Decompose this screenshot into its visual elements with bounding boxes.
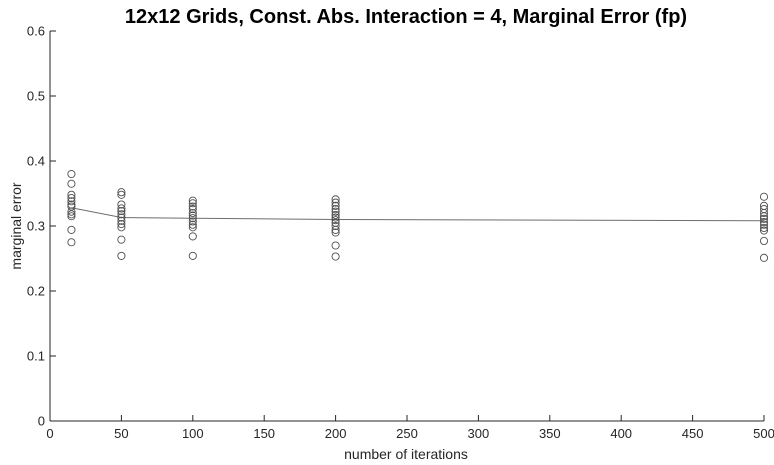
plot-area (67, 169, 769, 262)
data-point (188, 211, 197, 220)
x-tick-label: 250 (396, 426, 418, 441)
data-point (117, 206, 126, 216)
data-point (759, 192, 769, 201)
x-axis-label: number of iterations (344, 446, 468, 462)
y-tick-label: 0 (38, 414, 45, 429)
data-point (188, 208, 197, 218)
data-point (117, 210, 126, 219)
y-axis-label: marginal error (8, 182, 24, 269)
y-tick-label: 0.4 (27, 154, 45, 169)
data-point (67, 212, 76, 221)
y-axis-ticks: 0 0.1 0.2 0.3 0.4 0.5 0.6 (27, 24, 56, 429)
data-point (331, 213, 340, 222)
data-point (67, 207, 76, 216)
data-point (188, 196, 197, 205)
data-point (331, 221, 340, 231)
chart-title: 12x12 Grids, Const. Abs. Interaction = 4… (125, 6, 687, 28)
data-point (188, 217, 197, 226)
data-point (117, 235, 126, 244)
data-point (67, 202, 76, 211)
x-tick-label: 450 (682, 426, 704, 441)
x-tick-label: 500 (753, 426, 774, 441)
x-tick-label: 350 (539, 426, 561, 441)
x-tick-label: 100 (182, 426, 204, 441)
data-point (188, 214, 197, 223)
data-point (117, 219, 126, 229)
data-point (759, 220, 769, 229)
data-point (117, 251, 126, 260)
data-point (331, 241, 340, 250)
data-point (759, 214, 769, 223)
data-point (67, 225, 76, 234)
data-point (117, 216, 126, 225)
data-point (117, 204, 126, 213)
data-point (117, 223, 126, 232)
x-tick-label: 200 (325, 426, 347, 441)
data-point (67, 193, 76, 203)
data-point (331, 210, 340, 219)
data-point (67, 238, 76, 247)
data-point (188, 202, 197, 211)
x-tick-label: 400 (610, 426, 632, 441)
x-tick-label: 150 (253, 426, 275, 441)
data-point (188, 199, 197, 208)
data-point (331, 195, 340, 204)
y-tick-label: 0.5 (27, 89, 45, 104)
data-point (117, 213, 126, 222)
data-point (67, 210, 76, 219)
y-tick-label: 0.3 (27, 219, 45, 234)
data-point (67, 190, 76, 199)
x-axis-ticks: 0 50 100 150 200 250 300 350 400 450 500 (46, 415, 774, 441)
data-point (759, 253, 769, 262)
data-point (188, 223, 197, 232)
data-point (67, 179, 76, 188)
data-point (759, 208, 769, 218)
data-point (759, 226, 769, 235)
data-point (331, 207, 340, 216)
y-tick-label: 0.1 (27, 349, 45, 364)
data-point (188, 205, 197, 214)
data-point (331, 228, 340, 237)
data-point (188, 232, 197, 241)
data-point (117, 190, 126, 199)
y-tick-label: 0.2 (27, 284, 45, 299)
data-point (188, 220, 197, 229)
data-point (188, 251, 197, 260)
data-point (331, 225, 340, 234)
data-point (759, 223, 769, 232)
x-tick-label: 0 (46, 426, 53, 441)
data-point (67, 197, 76, 206)
x-tick-label: 50 (114, 426, 128, 441)
data-point (331, 252, 340, 261)
x-tick-label: 300 (468, 426, 490, 441)
y-tick-label: 0.6 (27, 24, 45, 39)
data-point (331, 198, 340, 207)
data-point (117, 188, 126, 197)
data-point (331, 216, 340, 225)
data-point (331, 205, 340, 214)
data-point (759, 218, 769, 227)
data-point (759, 212, 769, 221)
data-point (67, 169, 76, 179)
data-point (117, 200, 126, 209)
mean-error-line (71, 207, 765, 222)
data-point (759, 236, 769, 245)
data-point (331, 201, 340, 210)
